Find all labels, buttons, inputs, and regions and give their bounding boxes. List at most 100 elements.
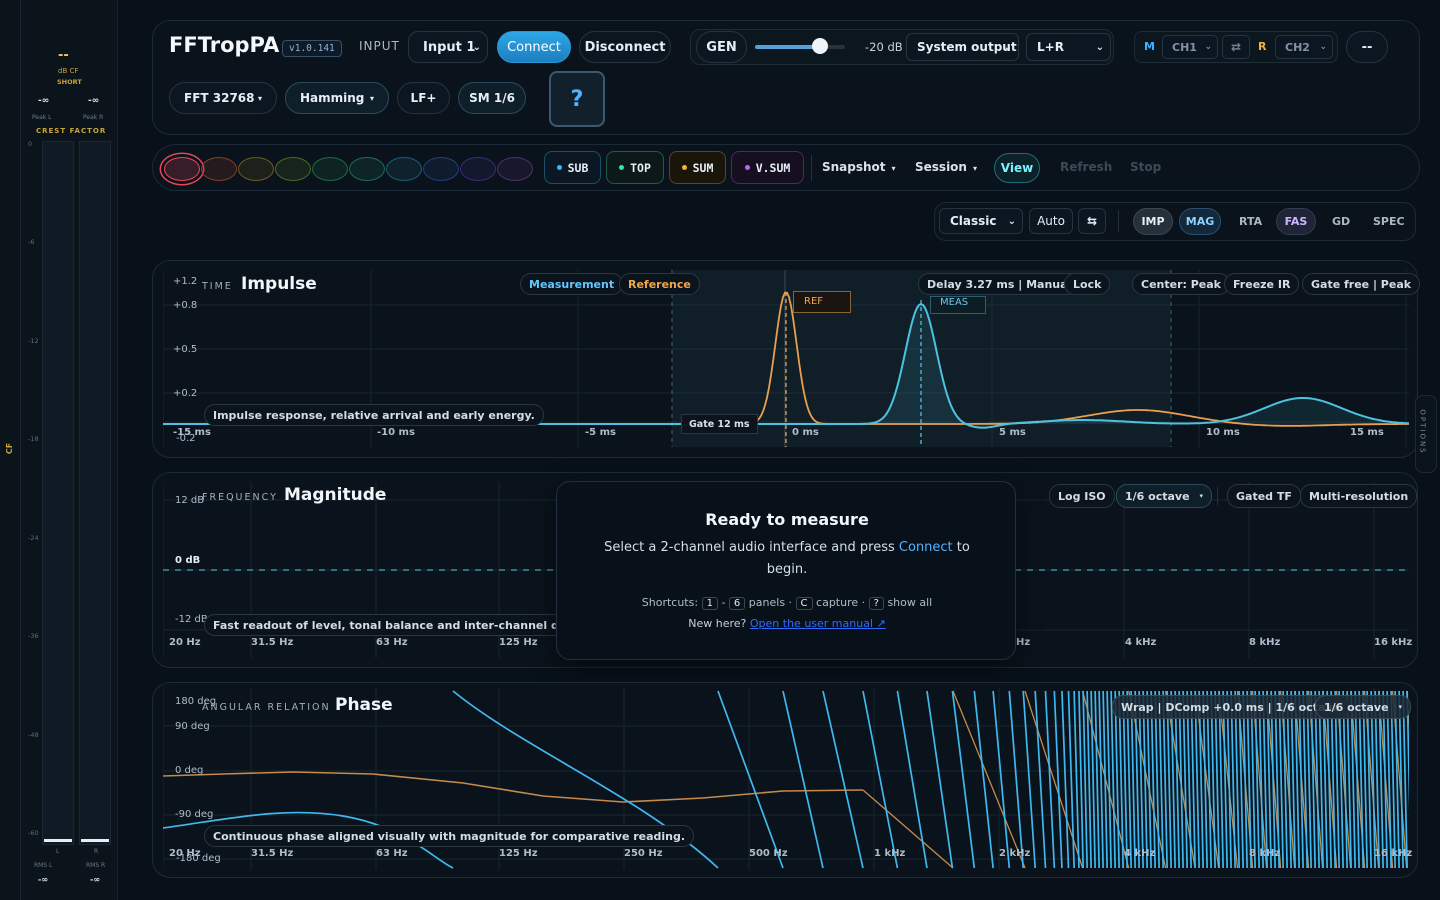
capture-slot-4[interactable] — [275, 157, 311, 181]
ref-marker-tag: REF — [793, 291, 851, 313]
impulse-kicker: TIME — [202, 281, 233, 292]
capture-slot-1[interactable] — [164, 157, 200, 181]
capture-slot-7[interactable] — [386, 157, 422, 181]
options-tab[interactable]: OPTIONS — [1415, 395, 1437, 473]
swap-channels-button[interactable]: ⇄ — [1222, 35, 1250, 59]
layout-mode-select[interactable]: Classic ⌄ — [939, 208, 1023, 234]
more-button[interactable]: -- — [1346, 31, 1388, 63]
user-manual-link[interactable]: Open the user manual ↗ — [749, 617, 886, 630]
gated-tf-button[interactable]: Gated TF — [1227, 484, 1301, 508]
magnitude-octave-select[interactable]: 1/6 octave ▾ — [1116, 484, 1213, 508]
capture-slot-8[interactable] — [423, 157, 459, 181]
capture-slot-2[interactable] — [201, 157, 237, 181]
show-all-label: show all — [887, 596, 933, 609]
top-dot — [619, 165, 625, 170]
sub-label: SUB — [567, 160, 589, 175]
smoothing-button[interactable]: SM 1/6 — [458, 82, 526, 114]
gate-label: Gate 12 ms — [681, 414, 758, 434]
gate-free-button[interactable]: Gate free | Peak — [1302, 273, 1421, 295]
ch2-select[interactable]: CH2 ⌄ — [1275, 35, 1333, 59]
meter-short[interactable]: SHORT — [57, 78, 82, 86]
delay-chip[interactable]: Delay 3.27 ms | Manual — [918, 273, 1081, 295]
phase-settings-chip[interactable]: Wrap | DComp +0.0 ms | 1/6 octave — [1112, 695, 1350, 719]
refresh-button[interactable]: Refresh — [1060, 160, 1113, 174]
rta-toggle[interactable]: RTA — [1239, 215, 1263, 228]
phase-xtick: 125 Hz — [499, 848, 538, 859]
phase-xtick: 500 Hz — [749, 848, 788, 859]
impulse-ytick: +0.2 — [173, 388, 198, 399]
fft-size-select[interactable]: FFT 32768 ▾ — [169, 82, 277, 114]
capture-slot-3[interactable] — [238, 157, 274, 181]
impulse-ytick: +0.5 — [173, 344, 198, 355]
output-select[interactable]: System output ⌄ — [906, 33, 1019, 61]
chevron-down-icon: ▾ — [891, 164, 896, 173]
magnitude-xtick: 16 kHz — [1374, 637, 1413, 648]
rms-r-value: -∞ — [90, 875, 100, 884]
multi-resolution-button[interactable]: Multi-resolution — [1300, 484, 1418, 508]
vsum-button[interactable]: V.SUM — [731, 151, 804, 184]
fas-toggle[interactable]: FAS — [1276, 208, 1316, 235]
top-button[interactable]: TOP — [606, 151, 664, 184]
phase-xtick: 16 kHz — [1374, 848, 1413, 859]
view-button[interactable]: View — [994, 153, 1040, 183]
chevron-down-icon: ▾ — [369, 93, 374, 103]
measurement-chip[interactable]: Measurement — [520, 273, 624, 295]
spec-toggle[interactable]: SPEC — [1373, 215, 1405, 228]
disconnect-button[interactable]: Disconnect — [579, 31, 671, 63]
channel-select[interactable]: L+R ⌄ — [1026, 33, 1111, 61]
input-select[interactable]: Input 1 ⌄ — [408, 31, 488, 63]
phase-plot[interactable] — [163, 688, 1409, 870]
meter-bar-r — [79, 141, 111, 845]
snapshot-menu[interactable]: Snapshot ▾ — [822, 160, 896, 174]
magnitude-xtick: 20 Hz — [169, 637, 201, 648]
lf-plus-button[interactable]: LF+ — [397, 82, 450, 114]
phase-caption: Continuous phase aligned visually with m… — [204, 825, 695, 847]
impulse-xtick: -5 ms — [585, 427, 616, 438]
freeze-ir-button[interactable]: Freeze IR — [1224, 273, 1300, 295]
imp-toggle[interactable]: IMP — [1133, 208, 1173, 235]
sub-button[interactable]: SUB — [544, 151, 601, 184]
reference-phase-trace — [163, 771, 864, 803]
window-select[interactable]: Hamming ▾ — [285, 82, 389, 114]
ch1-select[interactable]: CH1 ⌄ — [1162, 35, 1218, 59]
rms-r-label: RMS R — [86, 862, 106, 869]
impulse-xtick: 10 ms — [1206, 427, 1240, 438]
phase-octave-select[interactable]: 1/6 octave ▾ — [1315, 695, 1412, 719]
capture-slot-10[interactable] — [497, 157, 533, 181]
help-button[interactable]: ? — [549, 71, 605, 127]
auto-button[interactable]: Auto — [1029, 208, 1073, 234]
gen-button[interactable]: GEN — [696, 31, 747, 63]
meter-mode[interactable]: dB CF — [58, 67, 79, 75]
phase-xtick: 8 kHz — [1249, 848, 1281, 859]
impulse-xtick: -10 ms — [377, 427, 415, 438]
center-peak-button[interactable]: Center: Peak — [1132, 273, 1230, 295]
connect-button[interactable]: Connect — [497, 31, 571, 63]
capture-slot-9[interactable] — [460, 157, 496, 181]
capture-slot-6[interactable] — [349, 157, 385, 181]
peak-l-value: -∞ — [38, 96, 50, 106]
options-label: OPTIONS — [1418, 409, 1427, 455]
swap-view-button[interactable]: ⇆ — [1078, 208, 1106, 234]
sum-button[interactable]: SUM — [669, 151, 726, 184]
gen-level-fill — [755, 45, 820, 49]
session-menu[interactable]: Session ▾ — [915, 160, 977, 174]
rms-l-label: RMS L — [34, 862, 53, 869]
chevron-down-icon: ⌄ — [1204, 42, 1212, 52]
log-iso-button[interactable]: Log ISO — [1049, 484, 1115, 508]
sum-label: SUM — [692, 160, 714, 175]
magnitude-divider — [1217, 487, 1218, 505]
mag-toggle[interactable]: MAG — [1179, 208, 1221, 235]
gen-level-value: -20 dB — [865, 40, 903, 54]
reference-chip[interactable]: Reference — [619, 273, 700, 295]
ready-title: Ready to measure — [705, 510, 869, 529]
impulse-title: Impulse — [241, 274, 317, 294]
cf-side-label[interactable]: CF — [5, 442, 15, 455]
stop-button[interactable]: Stop — [1130, 160, 1162, 174]
impulse-xtick: -15 ms — [173, 427, 211, 438]
capture-slot-5[interactable] — [312, 157, 348, 181]
gd-toggle[interactable]: GD — [1332, 215, 1351, 228]
lock-button[interactable]: Lock — [1064, 273, 1111, 295]
ready-connect-link[interactable]: Connect — [898, 540, 953, 555]
meter-top-value: -- — [58, 48, 69, 63]
gen-level-thumb[interactable] — [811, 38, 828, 54]
